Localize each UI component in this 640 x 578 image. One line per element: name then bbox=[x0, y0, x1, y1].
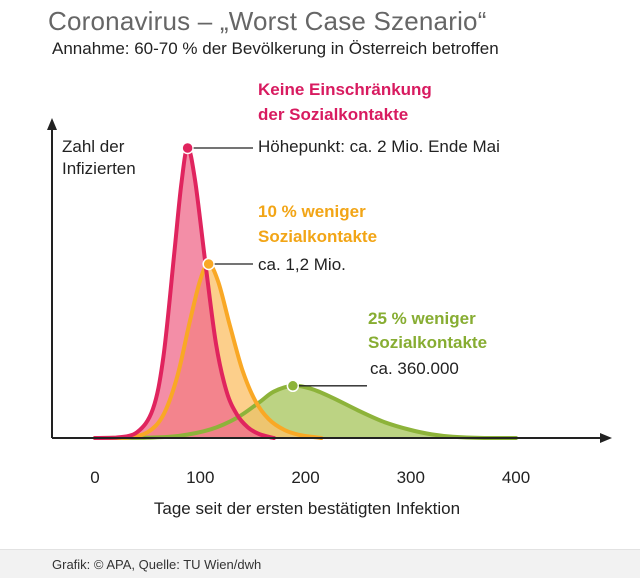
series-2-annotation: ca. 1,2 Mio. bbox=[258, 255, 346, 274]
series-1-area bbox=[95, 147, 274, 438]
series-3-annotation: ca. 360.000 bbox=[370, 359, 459, 378]
series-1-name-line-1: Keine Einschränkung bbox=[258, 80, 432, 99]
x-tick-label: 0 bbox=[90, 468, 99, 487]
series-3-area bbox=[95, 385, 516, 438]
x-ticks: 0 100 200 300 400 bbox=[90, 468, 530, 487]
chart-subtitle: Annahme: 60-70 % der Bevölkerung in Öste… bbox=[52, 39, 499, 58]
x-tick-label: 100 bbox=[186, 468, 214, 487]
x-tick-label: 300 bbox=[397, 468, 425, 487]
plot-lines bbox=[93, 145, 518, 440]
series-3-line bbox=[93, 383, 518, 440]
series-2-name-line-1: 10 % weniger bbox=[258, 202, 366, 221]
y-axis-arrow bbox=[47, 118, 57, 130]
series-2-name-line-2: Sozialkontakte bbox=[258, 227, 377, 246]
x-axis-arrow bbox=[600, 433, 612, 443]
x-tick-label: 200 bbox=[291, 468, 319, 487]
series-3-name-line-1: 25 % weniger bbox=[368, 309, 476, 328]
series-2-line bbox=[93, 262, 324, 440]
series-1-peak-marker bbox=[181, 141, 194, 155]
x-axis-label: Tage seit der ersten bestätigten Infekti… bbox=[154, 499, 460, 518]
series-1-name-line-2: der Sozialkontakte bbox=[258, 105, 408, 124]
y-axis-label-line-2: Infizierten bbox=[62, 159, 136, 178]
series-2-peak-marker bbox=[202, 257, 215, 271]
y-axis-label-line-1: Zahl der bbox=[62, 137, 125, 156]
series-3-peak-marker bbox=[286, 379, 300, 393]
series-1-line bbox=[93, 145, 276, 440]
series-3-name-line-2: Sozialkontakte bbox=[368, 333, 487, 352]
plot-areas bbox=[95, 147, 516, 438]
source-credit: Grafik: © APA, Quelle: TU Wien/dwh bbox=[52, 557, 262, 572]
series-1-annotation: Höhepunkt: ca. 2 Mio. Ende Mai bbox=[258, 137, 500, 156]
annotation-leaders bbox=[181, 141, 367, 393]
axes bbox=[47, 118, 612, 443]
chart-title: Coronavirus – „Worst Case Szenario“ bbox=[48, 6, 487, 36]
footer-bar: Grafik: © APA, Quelle: TU Wien/dwh bbox=[0, 549, 640, 578]
x-tick-label: 400 bbox=[502, 468, 530, 487]
